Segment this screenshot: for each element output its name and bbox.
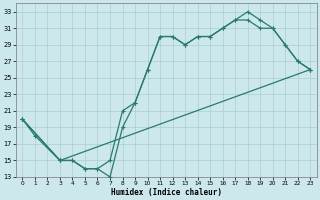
X-axis label: Humidex (Indice chaleur): Humidex (Indice chaleur) xyxy=(111,188,222,197)
